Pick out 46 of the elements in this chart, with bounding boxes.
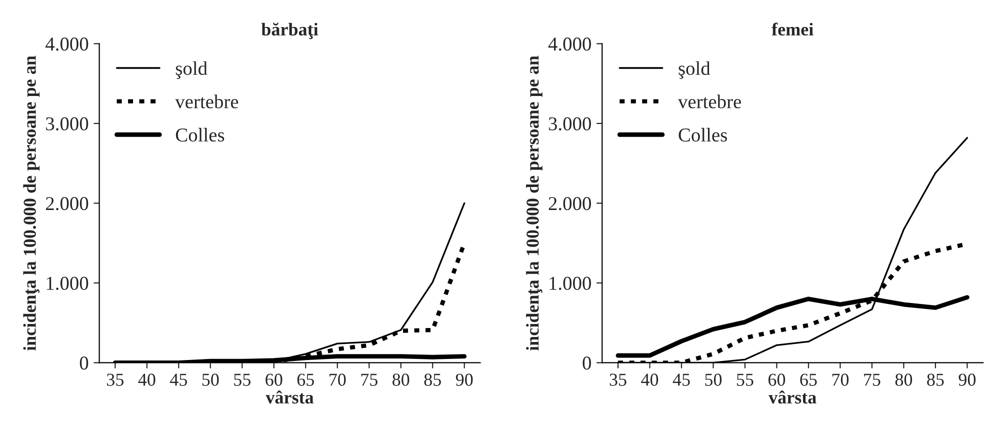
y-tick-label: 4.000 <box>46 38 88 51</box>
x-tick-label: 80 <box>392 374 410 386</box>
x-tick-label: 75 <box>864 374 880 386</box>
x-tick-label: 70 <box>832 374 849 386</box>
x-tick-label: 40 <box>138 374 156 386</box>
x-tick-label: 55 <box>737 374 754 386</box>
x-tick-label: 65 <box>297 374 314 386</box>
x-tick-label: 80 <box>895 374 912 386</box>
x-tick-label: 35 <box>107 374 124 386</box>
x-tick-label: 35 <box>610 374 626 386</box>
x-tick-label: 85 <box>424 374 441 386</box>
y-tick-label: 3.000 <box>46 117 88 130</box>
x-tick-label: 65 <box>800 374 817 386</box>
legend-label: Colles <box>176 128 224 142</box>
legend-label: şold <box>678 61 710 79</box>
chart-title: bărbaţi <box>261 22 318 40</box>
y-axis-title: incidenţa la 100.000 de persoane pe an <box>23 56 40 351</box>
y-tick-label: 2.000 <box>548 197 591 210</box>
y-axis-title: incidenţa la 100.000 de persoane pe an <box>526 56 542 351</box>
legend-label: vertebre <box>175 94 238 108</box>
x-tick-label: 90 <box>958 374 976 386</box>
x-axis-title: vârsta <box>266 390 314 404</box>
x-tick-label: 50 <box>705 374 722 386</box>
chart-title: femei <box>772 22 814 36</box>
x-tick-label: 90 <box>456 374 473 386</box>
y-tick-label: 0 <box>582 356 591 370</box>
legend-label: Colles <box>678 128 727 142</box>
x-tick-label: 50 <box>202 374 219 386</box>
x-tick-label: 70 <box>330 374 346 386</box>
y-tick-label: 1.000 <box>550 276 591 290</box>
y-tick-label: 0 <box>80 356 88 370</box>
y-tick-label: 1.000 <box>46 276 88 290</box>
y-tick-label: 2.000 <box>46 197 88 210</box>
x-tick-label: 55 <box>234 374 250 386</box>
x-tick-label: 60 <box>768 374 786 386</box>
x-tick-label: 45 <box>672 374 690 386</box>
y-tick-label: 4.000 <box>548 38 591 51</box>
x-tick-label: 60 <box>266 374 282 386</box>
legend-label: şold <box>176 61 208 79</box>
x-tick-label: 85 <box>927 374 944 386</box>
legend-label: vertebre <box>678 94 741 108</box>
x-tick-label: 40 <box>641 374 658 386</box>
x-tick-label: 45 <box>170 374 187 386</box>
y-tick-label: 3.000 <box>548 117 591 130</box>
x-tick-label: 75 <box>361 374 378 386</box>
x-axis-title: vârsta <box>768 390 816 404</box>
